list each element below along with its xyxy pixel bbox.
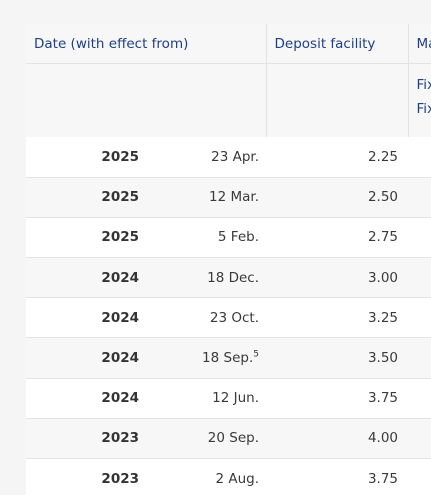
year-cell: 2023 — [26, 458, 150, 495]
next-column-cell — [408, 337, 431, 379]
day-text: 18 Dec. — [207, 269, 259, 286]
year-cell: 2024 — [26, 337, 150, 379]
table-row: 2024 12 Jun. 3.75 — [26, 378, 431, 419]
table-row: 2024 18 Dec. 3.00 — [26, 257, 431, 299]
table-body: 2025 23 Apr. 2.25 2025 12 Mar. 2.50 2025 5 Feb.… — [26, 137, 431, 495]
deposit-rate-cell: 3.25 — [266, 297, 408, 339]
day-cell: 23 Apr. — [150, 137, 266, 178]
table-header-row: Date (with effect from) Deposit facility… — [26, 24, 431, 64]
next-column-cell — [408, 297, 431, 339]
day-cell: 2 Aug. — [150, 458, 266, 495]
year-cell: 2025 — [26, 217, 150, 259]
date-column-header: Date (with effect from) — [26, 24, 266, 64]
table-subheader-row: Fix Fix — [26, 63, 431, 137]
day-text: 20 Sep. — [207, 430, 259, 447]
day-text: 23 Apr. — [211, 148, 259, 165]
day-cell: 18 Sep.5 — [150, 337, 266, 379]
deposit-facility-column-header: Deposit facility — [265, 24, 408, 64]
table-row: 2024 18 Sep.5 3.50 — [26, 337, 431, 379]
deposit-rate-cell: 3.75 — [266, 378, 408, 419]
next-column-cell — [408, 418, 431, 460]
deposit-rate-cell: 3.75 — [266, 458, 408, 495]
day-text: 5 Feb. — [217, 229, 259, 246]
day-text: 18 Sep. — [202, 350, 254, 367]
day-cell: 23 Oct. — [150, 297, 266, 339]
table-row: 2025 12 Mar. 2.50 — [26, 177, 431, 218]
next-column-cell — [408, 458, 431, 495]
interest-rates-table: Date (with effect from) Deposit facility… — [26, 24, 431, 495]
day-cell: 12 Mar. — [150, 177, 266, 218]
next-column-cell — [408, 177, 431, 218]
next-column-cell — [408, 378, 431, 419]
day-cell: 18 Dec. — [150, 257, 266, 299]
table-row: 2023 2 Aug. 3.75 — [26, 458, 431, 495]
day-text: 12 Jun. — [212, 390, 259, 407]
deposit-rate-cell: 4.00 — [266, 418, 408, 460]
year-cell: 2024 — [26, 297, 150, 339]
date-subheader — [26, 63, 266, 137]
deposit-rate-cell: 3.50 — [266, 337, 408, 379]
next-subheader-line2: Fix — [416, 101, 431, 117]
next-column-cell — [408, 257, 431, 299]
next-subheader-line1: Fix — [416, 77, 431, 93]
year-cell: 2024 — [26, 378, 150, 419]
day-cell: 20 Sep. — [150, 418, 266, 460]
day-text: 2 Aug. — [215, 470, 259, 487]
day-text: 23 Oct. — [209, 309, 259, 326]
next-column-cell — [408, 217, 431, 259]
day-text: 12 Mar. — [209, 189, 259, 206]
table-row: 2025 23 Apr. 2.25 — [26, 137, 431, 178]
year-cell: 2023 — [26, 418, 150, 460]
next-column-header: Ma — [407, 24, 431, 64]
next-column-cell — [408, 137, 431, 178]
deposit-rate-cell: 3.00 — [266, 257, 408, 299]
deposit-rate-cell: 2.25 — [266, 137, 408, 178]
year-cell: 2024 — [26, 257, 150, 299]
year-cell: 2025 — [26, 137, 150, 178]
deposit-rate-cell: 2.50 — [266, 177, 408, 218]
table-row: 2025 5 Feb. 2.75 — [26, 217, 431, 259]
deposit-subheader — [265, 63, 408, 137]
day-cell: 12 Jun. — [150, 378, 266, 419]
next-subheader: Fix Fix — [407, 63, 431, 137]
footnote-marker: 5 — [253, 349, 259, 360]
table-row: 2024 23 Oct. 3.25 — [26, 297, 431, 339]
deposit-rate-cell: 2.75 — [266, 217, 408, 259]
table-row: 2023 20 Sep. 4.00 — [26, 418, 431, 460]
year-cell: 2025 — [26, 177, 150, 218]
day-cell: 5 Feb. — [150, 217, 266, 259]
